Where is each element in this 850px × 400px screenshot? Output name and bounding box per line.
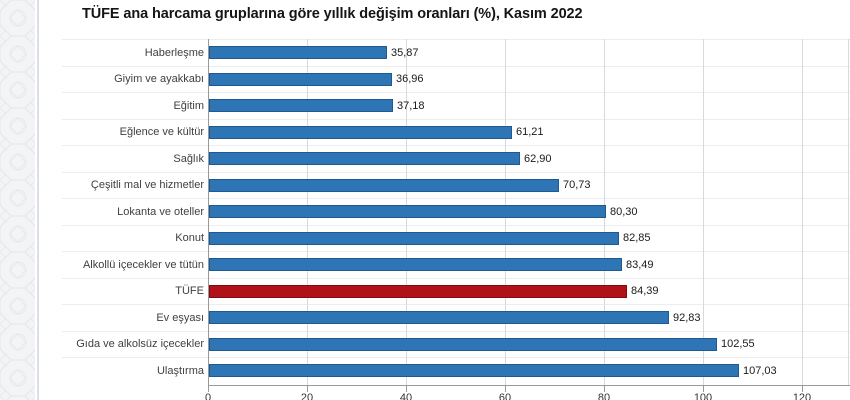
value-label: 84,39: [631, 285, 659, 297]
category-label: Ulaştırma: [156, 364, 204, 377]
value-label: 83,49: [626, 258, 654, 271]
x-axis-tick: [208, 386, 209, 392]
x-axis-tick-label: 40: [399, 392, 413, 400]
grid-line-vertical: [802, 39, 803, 385]
bar: [209, 231, 619, 245]
geometric-pattern-icon: [0, 0, 35, 400]
x-axis-tick: [406, 386, 407, 392]
row-separator-line: [62, 251, 850, 252]
value-label: 80,30: [610, 205, 638, 218]
grid-line-vertical: [703, 39, 704, 385]
category-label: Ev eşyası: [156, 311, 204, 324]
x-axis-tick-label: 120: [792, 392, 812, 400]
category-label: TÜFE: [175, 285, 204, 297]
category-label: Konut: [175, 232, 204, 244]
bar: [209, 178, 559, 192]
decorative-side-pattern: [0, 0, 35, 400]
x-axis-line: [208, 385, 850, 386]
bar-highlight-tufe: [209, 284, 627, 298]
bar: [209, 364, 739, 377]
x-axis-tick: [307, 386, 308, 392]
value-label: 102,55: [721, 338, 755, 350]
row-separator-line: [62, 304, 850, 305]
value-label: 107,03: [743, 364, 777, 377]
value-label: 70,73: [563, 179, 591, 191]
row-separator-line: [62, 65, 850, 67]
row-separator-line: [62, 277, 850, 279]
row-separator-line: [62, 224, 850, 226]
bar: [209, 258, 622, 271]
category-label: Alkollü içecekler ve tütün: [82, 258, 204, 271]
x-axis-tick-label: 20: [300, 392, 314, 400]
category-label: Lokanta ve oteller: [117, 205, 204, 218]
category-label: Giyim ve ayakkabı: [114, 73, 204, 85]
x-axis-tick-label: 80: [597, 392, 611, 400]
row-separator-line: [62, 357, 850, 358]
category-label: Gıda ve alkolsüz içecekler: [76, 338, 204, 350]
y-axis-line: [208, 39, 209, 385]
bar: [209, 337, 717, 351]
bar: [209, 311, 669, 324]
value-label: 82,85: [623, 232, 651, 244]
bar: [209, 152, 520, 165]
row-separator-line: [62, 145, 850, 146]
row-separator-line: [62, 118, 850, 120]
category-label: Eğitim: [173, 99, 204, 112]
row-separator-line: [62, 171, 850, 173]
bar: [209, 205, 606, 218]
bar: [209, 72, 392, 86]
category-label: Sağlık: [173, 152, 204, 165]
category-label: Çeşitli mal ve hizmetler: [90, 179, 204, 191]
x-axis-tick: [802, 386, 803, 392]
row-separator-line: [62, 39, 850, 40]
bar: [209, 99, 393, 112]
value-label: 35,87: [391, 46, 419, 59]
value-label: 61,21: [516, 126, 544, 138]
value-label: 37,18: [397, 99, 425, 112]
row-separator-line: [62, 92, 850, 93]
bar: [209, 125, 512, 139]
chart-title: TÜFE ana harcama gruplarına göre yıllık …: [82, 6, 583, 22]
side-strip-divider: [37, 0, 39, 400]
row-separator-line: [62, 198, 850, 199]
x-axis-tick: [604, 386, 605, 392]
category-label: Eğlence ve kültür: [119, 126, 204, 138]
value-label: 92,83: [673, 311, 701, 324]
bar: [209, 46, 387, 59]
row-separator-line: [62, 330, 850, 332]
x-axis-tick: [703, 386, 704, 392]
category-label: Haberleşme: [144, 46, 204, 59]
x-axis-tick-label: 100: [693, 392, 713, 400]
x-axis-tick-label: 0: [204, 392, 212, 400]
plot-right-border: [848, 39, 849, 385]
value-label: 62,90: [524, 152, 552, 165]
value-label: 36,96: [396, 73, 424, 85]
x-axis-tick-label: 60: [498, 392, 512, 400]
x-axis-tick: [505, 386, 506, 392]
